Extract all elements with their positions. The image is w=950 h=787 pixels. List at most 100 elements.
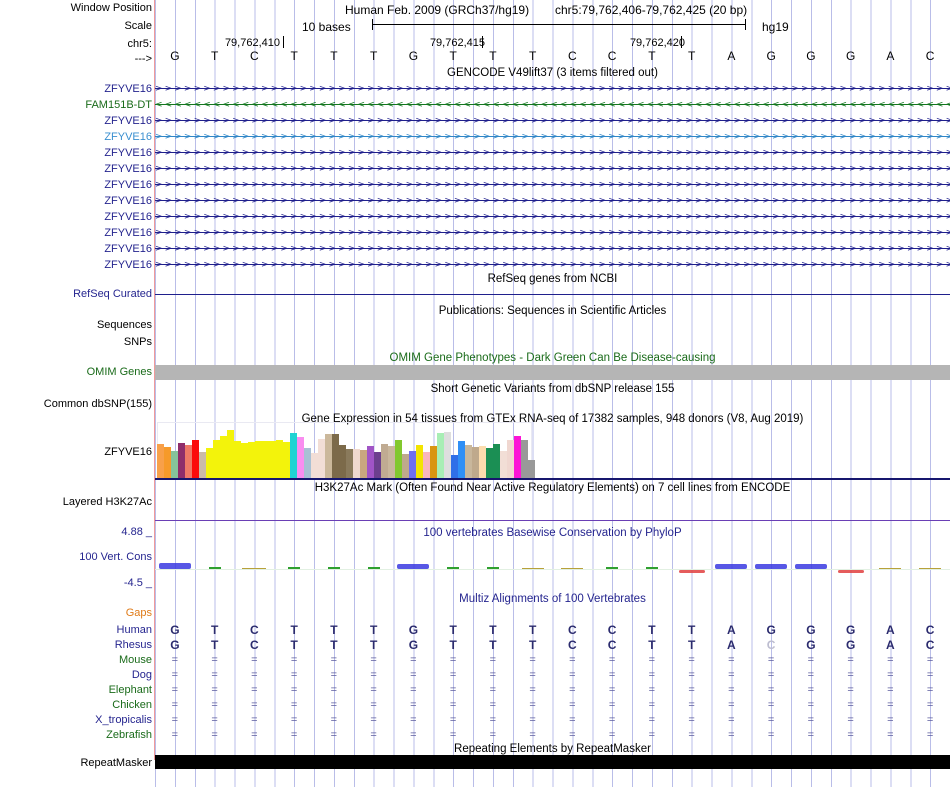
h3k27ac-label[interactable]: Layered H3K27Ac bbox=[62, 496, 152, 508]
gencode-gene-label[interactable]: ZFYVE16 bbox=[104, 163, 152, 175]
gtex-tissue-bar[interactable] bbox=[381, 444, 388, 478]
gtex-expression-bar-chart[interactable] bbox=[157, 429, 535, 478]
multiz-species-row[interactable]: = = = = = = = = = = = = = = = = = = = = bbox=[155, 729, 950, 743]
multiz-track-title[interactable]: Multiz Alignments of 100 Vertebrates bbox=[459, 593, 646, 605]
multiz-species-row[interactable]: = = = = = = = = = = = = = = = = = = = = bbox=[155, 684, 950, 698]
gtex-tissue-bar[interactable] bbox=[290, 433, 297, 478]
gencode-track-title[interactable]: GENCODE V49lift37 (3 items filtered out) bbox=[447, 67, 658, 79]
gtex-tissue-bar[interactable] bbox=[220, 436, 227, 478]
dbsnp-label[interactable]: Common dbSNP(155) bbox=[43, 398, 152, 410]
gencode-gene-label[interactable]: ZFYVE16 bbox=[104, 131, 152, 143]
multiz-species-row[interactable]: = = = = = = = = = = = = = = = = = = = = bbox=[155, 714, 950, 728]
gencode-gene-label[interactable]: ZFYVE16 bbox=[104, 227, 152, 239]
gencode-gene-row[interactable]: >>>>>>>>>>>>>>>>>>>>>>>>>>>>>>>>>>>>>>>>… bbox=[155, 115, 950, 127]
gtex-tissue-bar[interactable] bbox=[430, 446, 437, 478]
multiz-species-label[interactable]: Rhesus bbox=[114, 639, 152, 651]
pubs-sequences-label[interactable]: Sequences bbox=[96, 319, 152, 331]
omim-track-title[interactable]: OMIM Gene Phenotypes - Dark Green Can Be… bbox=[389, 352, 716, 364]
gtex-tissue-bar[interactable] bbox=[255, 441, 262, 478]
pubs-snps-label[interactable]: SNPs bbox=[123, 336, 152, 348]
gencode-gene-row[interactable]: >>>>>>>>>>>>>>>>>>>>>>>>>>>>>>>>>>>>>>>>… bbox=[155, 211, 950, 223]
gencode-gene-row[interactable]: <<<<<<<<<<<<<<<<<<<<<<<<<<<<<<<<<<<<<<<<… bbox=[155, 99, 950, 111]
gtex-tissue-bar[interactable] bbox=[528, 460, 535, 478]
multiz-gaps-label[interactable]: Gaps bbox=[125, 607, 152, 619]
gtex-tissue-bar[interactable] bbox=[304, 448, 311, 478]
gtex-tissue-bar[interactable] bbox=[416, 445, 423, 478]
gtex-tissue-bar[interactable] bbox=[178, 443, 185, 478]
dbsnp-track-title[interactable]: Short Genetic Variants from dbSNP releas… bbox=[430, 383, 675, 395]
gtex-tissue-bar[interactable] bbox=[332, 434, 339, 478]
multiz-species-row[interactable]: = = = = = = = = = = = = = = = = = = = = bbox=[155, 654, 950, 668]
gtex-tissue-bar[interactable] bbox=[206, 448, 213, 478]
gencode-gene-label[interactable]: ZFYVE16 bbox=[104, 195, 152, 207]
phylop-label[interactable]: 100 Vert. Cons bbox=[79, 551, 152, 563]
publications-track-title[interactable]: Publications: Sequences in Scientific Ar… bbox=[438, 305, 667, 317]
gtex-tissue-bar[interactable] bbox=[276, 440, 283, 478]
gtex-tissue-bar[interactable] bbox=[507, 440, 514, 478]
gtex-tissue-bar[interactable] bbox=[521, 440, 528, 478]
gtex-tissue-bar[interactable] bbox=[199, 452, 206, 478]
gtex-tissue-bar[interactable] bbox=[367, 446, 374, 478]
gtex-gene-label[interactable]: ZFYVE16 bbox=[104, 446, 152, 458]
gencode-gene-label[interactable]: ZFYVE16 bbox=[104, 115, 152, 127]
repeatmasker-track-title[interactable]: Repeating Elements by RepeatMasker bbox=[454, 743, 651, 755]
gtex-tissue-bar[interactable] bbox=[493, 444, 500, 478]
gtex-tissue-bar[interactable] bbox=[353, 449, 360, 478]
gtex-tissue-bar[interactable] bbox=[234, 441, 241, 478]
gtex-tissue-bar[interactable] bbox=[465, 445, 472, 478]
multiz-species-label[interactable]: Chicken bbox=[112, 699, 152, 711]
gtex-tissue-bar[interactable] bbox=[472, 447, 479, 478]
gtex-tissue-bar[interactable] bbox=[339, 445, 346, 478]
gtex-tissue-bar[interactable] bbox=[164, 447, 171, 478]
gtex-tissue-bar[interactable] bbox=[213, 440, 220, 478]
gencode-gene-label[interactable]: ZFYVE16 bbox=[104, 179, 152, 191]
gtex-track-title[interactable]: Gene Expression in 54 tissues from GTEx … bbox=[301, 413, 804, 425]
gtex-tissue-bar[interactable] bbox=[451, 455, 458, 478]
gtex-tissue-bar[interactable] bbox=[227, 430, 234, 478]
gtex-tissue-bar[interactable] bbox=[248, 442, 255, 478]
refseq-curated-label[interactable]: RefSeq Curated bbox=[73, 288, 152, 300]
gtex-tissue-bar[interactable] bbox=[192, 440, 199, 478]
gencode-gene-row[interactable]: >>>>>>>>>>>>>>>>>>>>>>>>>>>>>>>>>>>>>>>>… bbox=[155, 259, 950, 271]
gencode-gene-row[interactable]: >>>>>>>>>>>>>>>>>>>>>>>>>>>>>>>>>>>>>>>>… bbox=[155, 243, 950, 255]
gtex-tissue-bar[interactable] bbox=[500, 451, 507, 478]
gencode-gene-label[interactable]: ZFYVE16 bbox=[104, 83, 152, 95]
gencode-gene-label[interactable]: FAM151B-DT bbox=[85, 99, 152, 111]
gencode-gene-label[interactable]: ZFYVE16 bbox=[104, 211, 152, 223]
gtex-tissue-bar[interactable] bbox=[486, 448, 493, 478]
gencode-gene-row[interactable]: >>>>>>>>>>>>>>>>>>>>>>>>>>>>>>>>>>>>>>>>… bbox=[155, 227, 950, 239]
gencode-gene-label[interactable]: ZFYVE16 bbox=[104, 147, 152, 159]
gtex-tissue-bar[interactable] bbox=[269, 441, 276, 478]
multiz-species-label[interactable]: Human bbox=[116, 624, 152, 636]
gtex-tissue-bar[interactable] bbox=[325, 434, 332, 478]
gtex-tissue-bar[interactable] bbox=[514, 436, 521, 478]
gtex-tissue-bar[interactable] bbox=[318, 439, 325, 478]
gtex-tissue-bar[interactable] bbox=[185, 445, 192, 478]
gtex-tissue-bar[interactable] bbox=[346, 449, 353, 478]
gtex-tissue-bar[interactable] bbox=[283, 442, 290, 478]
gencode-gene-row[interactable]: >>>>>>>>>>>>>>>>>>>>>>>>>>>>>>>>>>>>>>>>… bbox=[155, 131, 950, 143]
gencode-gene-row[interactable]: >>>>>>>>>>>>>>>>>>>>>>>>>>>>>>>>>>>>>>>>… bbox=[155, 195, 950, 207]
omim-feature-bar[interactable] bbox=[155, 365, 950, 380]
repeatmasker-feature-bar[interactable] bbox=[155, 755, 950, 769]
gtex-tissue-bar[interactable] bbox=[157, 444, 164, 478]
refseq-track-title[interactable]: RefSeq genes from NCBI bbox=[487, 273, 618, 285]
multiz-species-label[interactable]: Zebrafish bbox=[106, 729, 152, 741]
position-text[interactable]: chr5:79,762,406-79,762,425 (20 bp) bbox=[555, 3, 748, 17]
gtex-tissue-bar[interactable] bbox=[297, 437, 304, 478]
multiz-species-row[interactable]: = = = = = = = = = = = = = = = = = = = = bbox=[155, 699, 950, 713]
phylop-conservation-wiggle[interactable] bbox=[155, 540, 950, 586]
repeatmasker-label[interactable]: RepeatMasker bbox=[80, 757, 152, 769]
phylop-track-title[interactable]: 100 vertebrates Basewise Conservation by… bbox=[423, 527, 682, 539]
gencode-gene-label[interactable]: ZFYVE16 bbox=[104, 259, 152, 271]
gtex-tissue-bar[interactable] bbox=[458, 441, 465, 478]
gencode-gene-row[interactable]: >>>>>>>>>>>>>>>>>>>>>>>>>>>>>>>>>>>>>>>>… bbox=[155, 163, 950, 175]
multiz-species-label[interactable]: Dog bbox=[131, 669, 152, 681]
gtex-tissue-bar[interactable] bbox=[360, 450, 367, 478]
gtex-tissue-bar[interactable] bbox=[409, 451, 416, 478]
gtex-tissue-bar[interactable] bbox=[388, 446, 395, 478]
omim-genes-label[interactable]: OMIM Genes bbox=[86, 366, 152, 378]
gencode-gene-label[interactable]: ZFYVE16 bbox=[104, 243, 152, 255]
gtex-tissue-bar[interactable] bbox=[437, 433, 444, 478]
